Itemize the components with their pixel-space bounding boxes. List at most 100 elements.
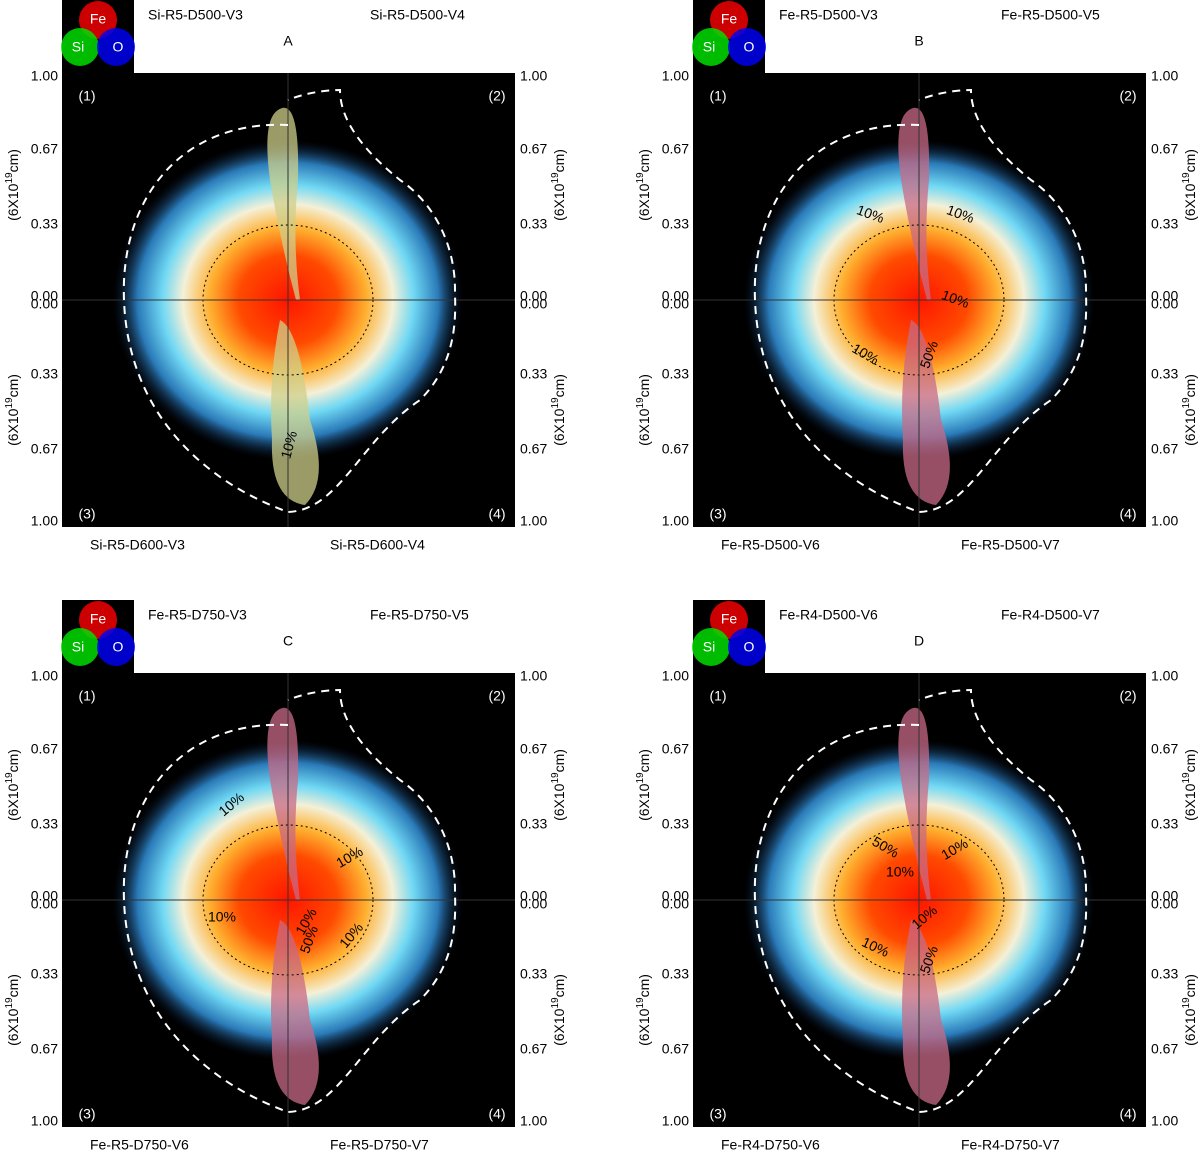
- y-tick-label: 0.00: [520, 888, 547, 904]
- axis-unit: cm): [551, 149, 567, 172]
- y-tick-label: 1.00: [1151, 513, 1178, 529]
- axis-unit: (6X10: [5, 783, 21, 821]
- axis-unit: (6X10: [636, 1008, 652, 1046]
- axis-unit-exponent: 19: [635, 772, 646, 784]
- axis-unit: cm): [1182, 974, 1198, 997]
- y-tick-label: 0.67: [662, 441, 689, 457]
- y-tick-label: 0.00: [520, 296, 547, 312]
- axis-unit-exponent: 19: [550, 397, 561, 409]
- model-label: Fe-R4-D500-V7: [1001, 607, 1100, 623]
- ejecta-jet: [902, 320, 950, 505]
- shock-front: [122, 88, 457, 514]
- ejecta-jet: [271, 320, 319, 505]
- model-label: Si-R5-D500-V4: [370, 7, 465, 23]
- quadrant-label: (4): [1119, 506, 1136, 522]
- quadrant-label: (4): [488, 506, 505, 522]
- y-tick-label: 0.00: [1151, 896, 1178, 912]
- panel-letter: D: [914, 633, 924, 649]
- legend-label: O: [744, 639, 755, 655]
- y-tick-label: 0.67: [31, 441, 58, 457]
- contour-label: 10%: [886, 864, 914, 880]
- y-tick-label: 0.67: [520, 441, 547, 457]
- quadrant-label: (3): [78, 506, 95, 522]
- axis-unit: (6X10: [5, 183, 21, 221]
- y-tick-label: 0.33: [520, 366, 547, 382]
- quadrant-label: (2): [1119, 688, 1136, 704]
- y-tick-label: 0.00: [31, 288, 58, 304]
- model-label: Fe-R5-D750-V6: [90, 1137, 189, 1153]
- axis-unit-exponent: 19: [635, 397, 646, 409]
- y-tick-label: 0.67: [31, 1041, 58, 1057]
- axis-title: (6X1019cm): [1181, 374, 1198, 446]
- legend-label: O: [113, 39, 124, 55]
- y-tick-label: 0.67: [1151, 1041, 1178, 1057]
- ejecta-jet: [898, 107, 931, 300]
- legend-label: Fe: [721, 11, 738, 27]
- axis-unit: (6X10: [636, 408, 652, 446]
- y-tick-label: 0.00: [1151, 296, 1178, 312]
- quadrant-label: (4): [488, 1106, 505, 1122]
- y-tick-label: 0.00: [31, 896, 58, 912]
- model-label: Fe-R5-D500-V5: [1001, 7, 1100, 23]
- axis-unit-exponent: 19: [550, 997, 561, 1009]
- model-label: Fe-R5-D500-V6: [721, 537, 820, 553]
- axis-title: (6X1019cm): [4, 749, 21, 821]
- y-tick-label: 0.33: [520, 216, 547, 232]
- legend-label: Si: [72, 639, 84, 655]
- y-tick-label: 1.00: [31, 1113, 58, 1129]
- y-tick-label: 0.67: [662, 141, 689, 157]
- axis-unit: (6X10: [1182, 1008, 1198, 1046]
- y-tick-label: 0.00: [520, 288, 547, 304]
- axis-title: (6X1019cm): [4, 974, 21, 1046]
- panel-letter: C: [283, 633, 293, 649]
- ejecta-jet: [267, 707, 300, 900]
- y-tick-label: 0.67: [520, 741, 547, 757]
- y-tick-label: 1.00: [662, 1113, 689, 1129]
- y-tick-label: 0.33: [1151, 966, 1178, 982]
- ejecta-jet: [267, 107, 300, 300]
- y-tick-label: 1.00: [31, 668, 58, 684]
- axis-title: (6X1019cm): [1181, 974, 1198, 1046]
- legend-circle: [710, 601, 748, 639]
- axis-unit: (6X10: [636, 183, 652, 221]
- axis-title: (6X1019cm): [4, 149, 21, 221]
- axis-title: (6X1019cm): [550, 149, 567, 221]
- axis-unit: (6X10: [5, 1008, 21, 1046]
- quadrant-label: (1): [709, 688, 726, 704]
- axis-unit-exponent: 19: [1181, 397, 1192, 409]
- axis-title: (6X1019cm): [1181, 749, 1198, 821]
- ejecta-jet: [902, 920, 950, 1105]
- axis-unit: cm): [5, 749, 21, 772]
- y-tick-label: 0.67: [31, 741, 58, 757]
- axis-unit: cm): [5, 374, 21, 397]
- model-label: Fe-R5-D750-V5: [370, 607, 469, 623]
- y-tick-label: 0.33: [31, 966, 58, 982]
- axis-unit-exponent: 19: [1181, 772, 1192, 784]
- axis-unit: cm): [5, 974, 21, 997]
- y-tick-label: 0.33: [1151, 216, 1178, 232]
- y-tick-label: 0.33: [662, 816, 689, 832]
- axis-unit: cm): [551, 374, 567, 397]
- axis-unit: (6X10: [551, 783, 567, 821]
- y-tick-label: 1.00: [1151, 1113, 1178, 1129]
- axis-unit: cm): [636, 974, 652, 997]
- legend-label: O: [744, 39, 755, 55]
- quadrant-label: (1): [709, 88, 726, 104]
- axis-unit-exponent: 19: [635, 997, 646, 1009]
- axis-unit-exponent: 19: [4, 172, 15, 184]
- model-label: Si-R5-D600-V4: [330, 537, 425, 553]
- y-tick-label: 1.00: [662, 68, 689, 84]
- model-label: Si-R5-D500-V3: [148, 7, 243, 23]
- legend-circle: [79, 1, 117, 39]
- axis-title: (6X1019cm): [550, 749, 567, 821]
- axis-title: (6X1019cm): [550, 974, 567, 1046]
- axis-unit: (6X10: [551, 183, 567, 221]
- axis-unit: cm): [1182, 149, 1198, 172]
- ejecta-jet: [271, 920, 319, 1105]
- axis-unit: cm): [551, 749, 567, 772]
- y-tick-label: 0.33: [31, 216, 58, 232]
- y-tick-label: 0.33: [1151, 366, 1178, 382]
- axis-title: (6X1019cm): [1181, 149, 1198, 221]
- axis-unit: (6X10: [1182, 183, 1198, 221]
